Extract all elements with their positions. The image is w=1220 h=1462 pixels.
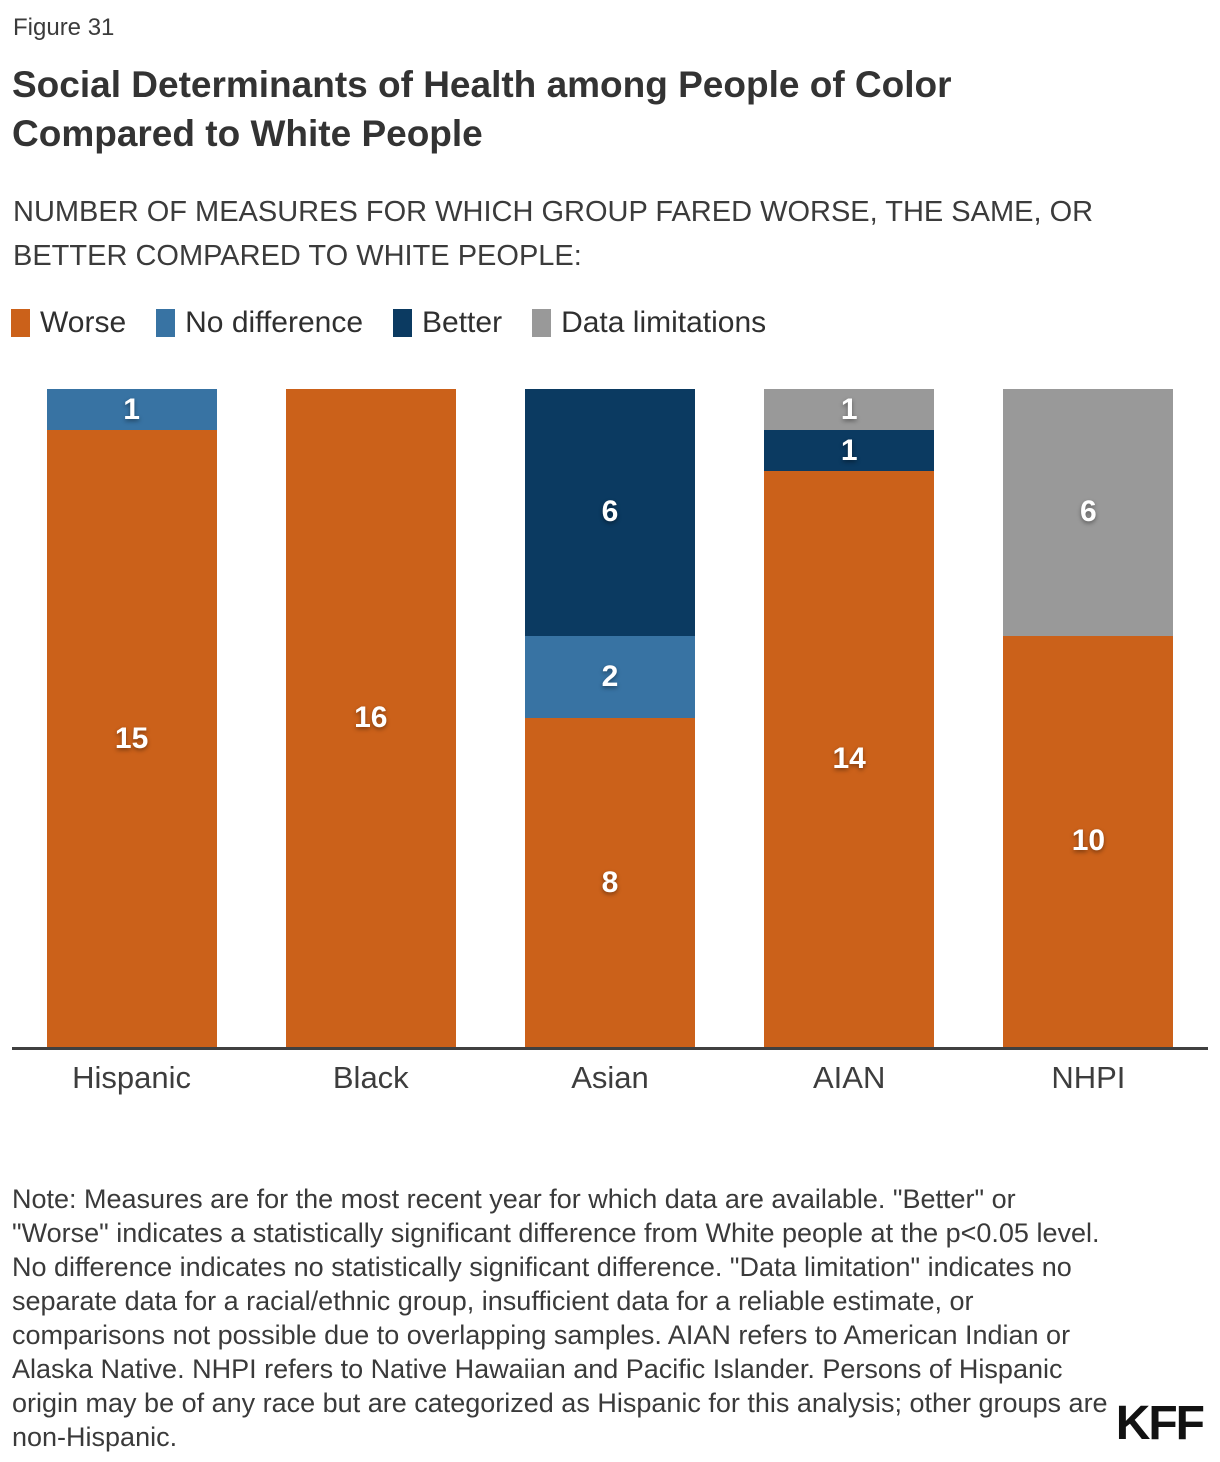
bar-segment-worse: 14 <box>764 471 935 1047</box>
bar-nhpi: 10 6 <box>1003 389 1174 1047</box>
segment-value-label: 1 <box>840 392 858 426</box>
legend-label: Worse <box>40 306 127 339</box>
segment-value-label: 2 <box>601 659 619 693</box>
category-label-hispanic: Hispanic <box>72 1060 192 1095</box>
bar-segment-worse: 10 <box>1003 635 1174 1047</box>
bar-segment-worse: 8 <box>525 718 695 1047</box>
legend-item-no-difference: No difference <box>156 306 363 340</box>
chart-subtitle: NUMBER OF MEASURES FOR WHICH GROUP FARED… <box>13 196 1094 272</box>
segment-value-label: 6 <box>1080 495 1097 529</box>
legend-item-data-limitations: Data limitations <box>532 306 766 340</box>
bar-black: 16 <box>285 389 456 1047</box>
legend: Worse No difference Better Data limitations <box>11 306 766 340</box>
legend-label: Better <box>422 306 503 339</box>
legend-label: Data limitations <box>561 306 767 339</box>
segment-value-label: 6 <box>601 495 619 529</box>
legend-swatch <box>532 309 552 337</box>
category-label-aian: AIAN <box>813 1060 886 1095</box>
bar-segment-better: 6 <box>525 389 695 636</box>
plot-area: 15 1 16 8 2 6 14 1 1 10 6 <box>12 389 1208 1050</box>
segment-value-label: 15 <box>114 721 149 755</box>
legend-swatch <box>156 309 176 337</box>
segment-value-label: 8 <box>601 865 619 899</box>
bar-segment-better: 1 <box>764 430 935 472</box>
legend-item-worse: Worse <box>11 306 126 340</box>
bar-segment-data-limitations: 1 <box>764 389 935 431</box>
legend-swatch <box>11 309 30 337</box>
bar-hispanic: 15 1 <box>46 389 217 1047</box>
page-title: Social Determinants of Health among Peop… <box>12 64 952 154</box>
bar-segment-no-difference: 2 <box>525 635 695 718</box>
category-label-nhpi: NHPI <box>1051 1060 1126 1095</box>
bar-asian: 8 2 6 <box>525 389 695 1047</box>
legend-swatch <box>393 309 413 337</box>
note-text: Note: Measures are for the most recent y… <box>12 1184 1108 1452</box>
figure-label: Figure 31 <box>13 14 115 41</box>
segment-value-label: 10 <box>1071 824 1106 858</box>
bar-segment-worse: 15 <box>46 430 217 1047</box>
bar-aian: 14 1 1 <box>764 389 935 1047</box>
segment-value-label: 1 <box>123 392 140 426</box>
x-axis-labels: Hispanic Black Asian AIAN NHPI <box>12 1060 1208 1104</box>
category-label-black: Black <box>332 1060 409 1095</box>
bar-segment-worse: 16 <box>285 389 456 1047</box>
bar-segment-no-difference: 1 <box>46 389 217 431</box>
kff-logo: KFF <box>1115 1397 1205 1450</box>
segment-value-label: 14 <box>832 742 866 776</box>
legend-item-better: Better <box>393 306 502 340</box>
category-label-asian: Asian <box>571 1060 649 1095</box>
legend-label: No difference <box>185 306 364 339</box>
segment-value-label: 1 <box>840 433 858 467</box>
segment-value-label: 16 <box>354 701 388 734</box>
bar-segment-data-limitations: 6 <box>1003 389 1174 636</box>
